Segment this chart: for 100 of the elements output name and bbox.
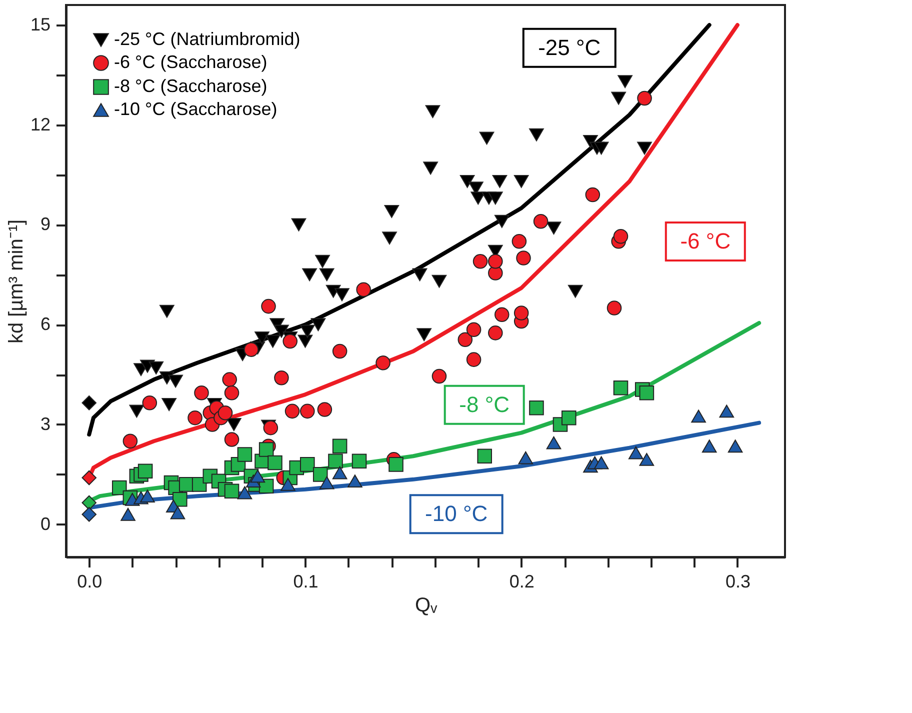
point <box>628 446 644 460</box>
point <box>142 395 158 410</box>
y-tick-label: 0 <box>40 514 50 534</box>
point <box>250 470 266 483</box>
x-tick-label: 0.0 <box>77 572 102 592</box>
point <box>122 434 138 449</box>
point <box>291 218 306 232</box>
point <box>518 451 534 464</box>
point <box>529 128 544 142</box>
point <box>533 214 548 229</box>
point <box>148 361 164 374</box>
point <box>618 75 632 88</box>
y-tick-label: 15 <box>30 14 50 34</box>
point <box>488 192 503 205</box>
series-label: -10 °C <box>425 501 488 526</box>
point <box>384 204 400 218</box>
point <box>298 334 313 348</box>
point <box>639 385 654 400</box>
point <box>172 492 188 507</box>
point <box>691 410 706 423</box>
point <box>639 452 654 466</box>
y-tick-label: 12 <box>30 114 50 134</box>
point <box>332 466 348 480</box>
y-axis-title: kd [µm³ min⁻¹] <box>5 219 28 344</box>
point <box>356 282 371 298</box>
point <box>529 400 544 416</box>
point <box>319 268 334 282</box>
point <box>162 398 176 411</box>
point <box>477 448 492 464</box>
point <box>594 142 609 155</box>
point <box>376 356 390 370</box>
point <box>611 92 626 105</box>
point <box>425 105 440 118</box>
point <box>568 284 583 298</box>
point <box>561 410 576 426</box>
point <box>218 405 233 420</box>
point <box>300 324 315 338</box>
point <box>82 495 97 510</box>
point <box>302 268 317 282</box>
point <box>702 440 717 453</box>
point <box>120 508 136 521</box>
point <box>432 274 447 288</box>
point <box>315 254 330 268</box>
point <box>237 486 252 500</box>
point <box>432 368 447 384</box>
point <box>138 464 153 478</box>
point <box>254 331 270 344</box>
point <box>348 474 362 488</box>
point <box>382 232 397 245</box>
point <box>265 334 280 348</box>
point <box>514 174 529 188</box>
point <box>466 322 482 337</box>
point <box>334 288 350 302</box>
x-tick-label: 0.1 <box>293 572 318 592</box>
point <box>263 420 278 436</box>
point <box>274 324 289 338</box>
point <box>728 440 743 453</box>
point <box>494 214 510 228</box>
point <box>472 254 488 269</box>
legend-label: -25 °C (Natriumbromid) <box>114 29 300 49</box>
point <box>268 455 282 470</box>
y-tick-label: 9 <box>40 214 50 234</box>
series-label: -8 °C <box>459 392 510 417</box>
point <box>226 418 242 431</box>
point <box>719 404 734 418</box>
point <box>237 447 252 462</box>
point <box>328 454 343 469</box>
point <box>160 304 174 318</box>
point <box>460 174 475 188</box>
point <box>310 318 326 332</box>
point <box>613 229 628 244</box>
point <box>388 457 404 472</box>
point <box>546 436 562 450</box>
point <box>224 432 240 447</box>
point <box>244 342 259 357</box>
point <box>516 250 531 266</box>
point <box>416 328 432 342</box>
point <box>423 162 438 175</box>
point <box>129 404 144 418</box>
text: -6 °C <box>680 228 731 254</box>
point <box>606 300 622 316</box>
point <box>352 454 367 469</box>
point <box>170 506 186 520</box>
legend-label: -10 °C (Saccharose) <box>114 99 278 119</box>
point <box>488 326 503 340</box>
legend-label: -8 °C (Saccharose) <box>114 76 268 96</box>
point <box>222 372 237 387</box>
point <box>282 334 298 349</box>
point <box>82 395 97 410</box>
point <box>332 438 348 454</box>
point <box>284 404 300 419</box>
point <box>274 370 289 386</box>
point <box>224 385 240 400</box>
point <box>140 490 155 503</box>
point <box>492 174 508 188</box>
point <box>466 352 482 367</box>
point <box>82 470 97 486</box>
point <box>332 344 348 359</box>
point <box>168 374 183 388</box>
point <box>412 268 428 282</box>
